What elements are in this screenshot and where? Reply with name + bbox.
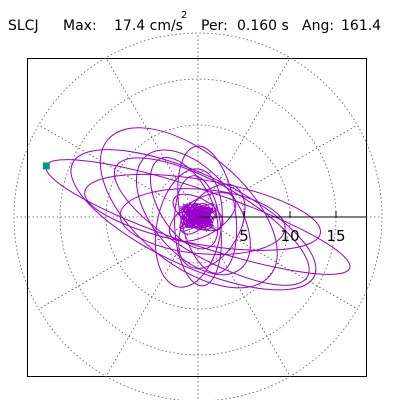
start-point-marker xyxy=(42,162,50,170)
radial-tick-label-10: 10 xyxy=(280,227,299,245)
max-unit-exponent: 2 xyxy=(181,10,188,21)
grid-spoke-150 xyxy=(38,124,199,218)
motion-trace xyxy=(45,127,351,291)
grid-spoke-30 xyxy=(197,124,358,218)
grid-spoke-300 xyxy=(197,216,291,377)
grid-spoke-210 xyxy=(38,216,199,310)
period-label: Per: xyxy=(201,18,228,34)
max-value: 17.4 cm/s xyxy=(114,18,183,34)
title-bar: SLCJ Max: 17.4 cm/s 2 Per: 0.160 s Ang: … xyxy=(0,10,400,36)
radial-axis: 5 10 15 xyxy=(198,211,366,245)
trace-loop-8 xyxy=(177,145,238,274)
trace-core xyxy=(177,202,218,232)
period-value: 0.160 s xyxy=(237,18,289,34)
trace-loop-6 xyxy=(119,188,286,255)
start-marker xyxy=(42,162,50,170)
station-code: SLCJ xyxy=(8,18,39,34)
grid-spoke-330 xyxy=(197,216,358,310)
plot-frame xyxy=(27,58,367,377)
trace-loop-13 xyxy=(168,192,237,242)
max-label: Max: xyxy=(63,18,97,34)
trace-loop-4 xyxy=(99,127,278,289)
trace-loop-3 xyxy=(84,173,322,251)
grid-spoke-120 xyxy=(105,57,199,218)
trace-loop-12 xyxy=(149,157,219,250)
radial-tick-label-5: 5 xyxy=(239,227,249,245)
angle-label: Ang: xyxy=(302,18,335,34)
trace-loop-9 xyxy=(154,168,223,288)
radial-tick-label-15: 15 xyxy=(326,227,345,245)
trace-loop-10 xyxy=(174,175,222,287)
angle-value: 161.4 xyxy=(341,18,382,34)
grid-spoke-240 xyxy=(105,216,199,377)
grid-spoke-60 xyxy=(197,57,291,218)
grid-ring-4 xyxy=(13,32,383,400)
trace-loop-7 xyxy=(135,149,251,276)
